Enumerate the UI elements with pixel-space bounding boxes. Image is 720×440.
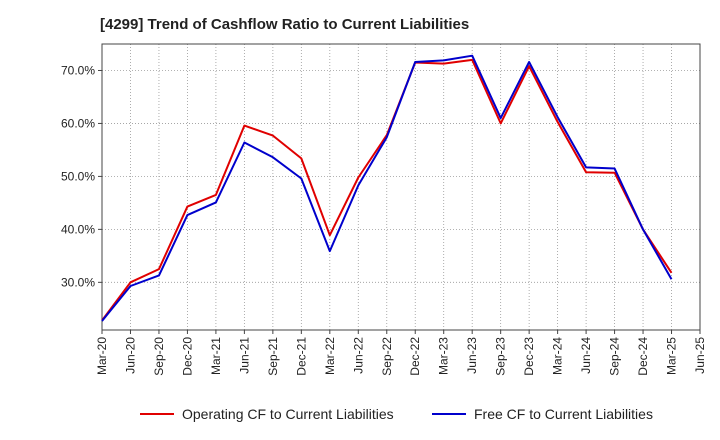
x-tick-label: Mar-23 xyxy=(437,337,451,375)
legend-label: Operating CF to Current Liabilities xyxy=(182,406,394,422)
y-tick-label: 30.0% xyxy=(61,275,95,289)
x-tick-label: Jun-21 xyxy=(237,337,251,374)
chart-title: [4299] Trend of Cashflow Ratio to Curren… xyxy=(100,16,470,33)
x-tick-label: Jun-20 xyxy=(123,337,137,374)
x-tick-label: Dec-23 xyxy=(522,337,536,376)
x-tick-label: Mar-25 xyxy=(665,337,679,375)
y-tick-label: 60.0% xyxy=(61,116,95,130)
x-tick-label: Mar-24 xyxy=(551,337,565,375)
y-axis: 30.0% 40.0% 50.0% 60.0% 70.0% xyxy=(61,63,102,289)
x-tick-label: Mar-21 xyxy=(209,337,223,375)
x-tick-label: Dec-24 xyxy=(636,337,650,376)
series-line-2 xyxy=(101,54,673,322)
y-tick-label: 40.0% xyxy=(61,222,95,236)
x-tick-label: Sep-24 xyxy=(608,337,622,376)
x-tick-label: Sep-23 xyxy=(494,337,508,376)
x-tick-label: Jun-24 xyxy=(579,337,593,374)
grid xyxy=(102,44,700,330)
x-tick-label: Sep-21 xyxy=(266,337,280,376)
x-tick-label: Dec-22 xyxy=(408,337,422,376)
x-tick-label: Mar-22 xyxy=(323,337,337,375)
legend-label: Free CF to Current Liabilities xyxy=(474,406,653,422)
x-tick-label: Dec-20 xyxy=(180,337,194,376)
x-tick-label: Jun-23 xyxy=(465,337,479,374)
x-tick-label: Mar-20 xyxy=(95,337,109,375)
x-tick-label: Jun-22 xyxy=(351,337,365,374)
x-tick-label: Jun-25 xyxy=(693,337,707,374)
legend: Operating CF to Current Liabilities Free … xyxy=(140,406,653,422)
series-group xyxy=(101,54,673,322)
x-tick-label: Dec-21 xyxy=(294,337,308,376)
y-tick-label: 50.0% xyxy=(61,169,95,183)
y-tick-label: 70.0% xyxy=(61,63,95,77)
x-axis: Mar-20 Jun-20 Sep-20 Dec-20 Mar-21 Jun-21 Sep-… xyxy=(95,330,707,376)
x-tick-label: Sep-20 xyxy=(152,337,166,376)
plot-area xyxy=(101,43,701,331)
x-tick-label: Sep-22 xyxy=(380,337,394,376)
